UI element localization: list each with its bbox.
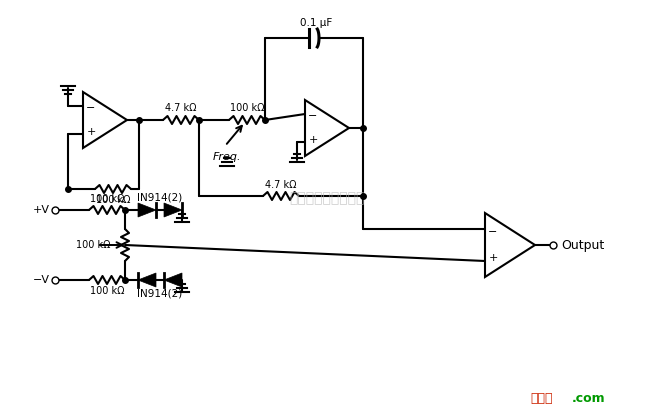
Text: −: − bbox=[489, 226, 498, 236]
Text: 4.7 kΩ: 4.7 kΩ bbox=[165, 103, 197, 113]
Text: .com: .com bbox=[572, 391, 606, 404]
Text: Freq.: Freq. bbox=[213, 152, 241, 162]
Text: +: + bbox=[86, 127, 95, 137]
Text: −V: −V bbox=[33, 275, 50, 285]
Text: +: + bbox=[308, 135, 318, 145]
Text: 100 kΩ: 100 kΩ bbox=[90, 286, 124, 296]
Polygon shape bbox=[164, 273, 182, 287]
Text: −: − bbox=[308, 111, 318, 121]
Text: 4.7 kΩ: 4.7 kΩ bbox=[266, 180, 297, 190]
Text: IN914(2): IN914(2) bbox=[137, 192, 182, 202]
Polygon shape bbox=[164, 203, 182, 217]
Text: +V: +V bbox=[33, 205, 50, 215]
Text: +: + bbox=[489, 253, 498, 263]
Text: 100 kΩ: 100 kΩ bbox=[230, 103, 264, 113]
Text: 杭州睿科技有限公司: 杭州睿科技有限公司 bbox=[289, 191, 365, 205]
Text: 100 kΩ: 100 kΩ bbox=[76, 240, 111, 250]
Polygon shape bbox=[138, 273, 156, 287]
Polygon shape bbox=[138, 203, 156, 217]
Text: IN914(2): IN914(2) bbox=[137, 288, 182, 298]
Text: 100 kΩ: 100 kΩ bbox=[95, 195, 130, 205]
Text: 0.1 μF: 0.1 μF bbox=[300, 18, 332, 28]
Text: 100 kΩ: 100 kΩ bbox=[90, 194, 124, 204]
Text: Output: Output bbox=[561, 239, 604, 252]
Text: −: − bbox=[86, 103, 95, 113]
Text: 接线图: 接线图 bbox=[530, 391, 553, 404]
